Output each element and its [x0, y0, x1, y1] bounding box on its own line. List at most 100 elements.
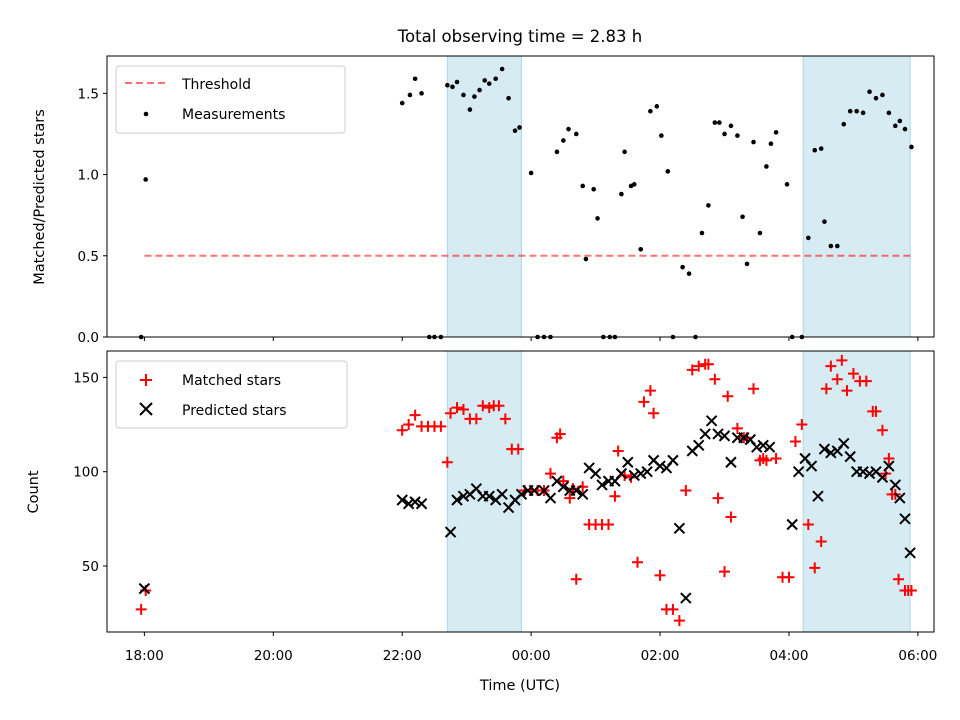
matched-star-marker [654, 569, 666, 581]
measurement-point [659, 133, 664, 138]
measurement-point [686, 271, 692, 276]
predicted-star-marker [844, 450, 856, 463]
matched-star-marker [457, 403, 469, 415]
predicted-star-marker [805, 460, 818, 472]
count-y-tick-label: 50 [82, 559, 99, 575]
measurement-point [412, 76, 418, 82]
count-panel-frame [106, 350, 935, 633]
matched-star-marker [825, 360, 837, 372]
matched-star-marker [451, 402, 463, 414]
predicted-star-marker [705, 415, 718, 427]
predicted-star-marker [409, 496, 421, 508]
predicted-star-marker [496, 488, 508, 501]
matched-star-marker [709, 373, 721, 385]
matched-star-marker [789, 436, 801, 448]
predicted-star-marker [402, 498, 415, 510]
matched-star-marker [648, 407, 660, 419]
chart-title: Total observing time = 2.83 h [397, 27, 642, 46]
measurement-point [860, 110, 866, 116]
matched-star-marker [631, 556, 643, 568]
predicted-star-marker [857, 465, 869, 478]
matched-star-marker [667, 603, 679, 615]
matched-star-marker [893, 573, 905, 585]
matched-star-marker [870, 405, 882, 417]
ratio-y-tick-label: 0.0 [78, 330, 99, 346]
measurement-point [595, 216, 600, 221]
predicted-star-marker [483, 490, 495, 502]
matched-star-marker [731, 422, 743, 434]
predicted-star-marker [904, 547, 916, 559]
measurement-point [445, 82, 450, 88]
x-tick-label: 22:00 [383, 648, 422, 664]
matched-star-marker [602, 519, 614, 531]
shaded-span [802, 350, 911, 633]
matched-star-marker [802, 519, 814, 531]
measurement-point [619, 191, 624, 197]
legend-measurements-label: Measurements [182, 107, 285, 123]
measurement-point [902, 126, 908, 132]
predicted-star-marker [838, 437, 850, 450]
matched-star-marker [693, 360, 705, 372]
ratio-panel: 0.0 0.5 1.0 1.5 Matched/Predicted stars Thr… [32, 55, 935, 346]
count-legend-box [115, 360, 348, 429]
predicted-star-markers [138, 415, 916, 604]
predicted-star-marker [757, 439, 769, 452]
measurement-point [873, 95, 879, 101]
measurement-point [648, 108, 653, 114]
measurement-point [461, 92, 466, 98]
legend-matched-label: Matched stars [182, 373, 281, 389]
shaded-span [446, 55, 522, 338]
measurement-point [680, 264, 685, 270]
measurement-point [477, 87, 482, 93]
measurement-point [812, 147, 818, 153]
matched-star-marker [609, 490, 621, 502]
x-tick-label: 20:00 [254, 648, 293, 664]
predicted-star-marker [622, 456, 634, 468]
shaded-span [802, 55, 911, 338]
predicted-star-marker [444, 526, 457, 538]
measurement-point [665, 169, 671, 174]
measurement-point [638, 246, 644, 252]
measurement-point [591, 186, 596, 192]
ratio-legend: Threshold Measurements [115, 65, 346, 134]
ratio-y-tick-label: 1.5 [78, 86, 99, 102]
measurement-point [835, 243, 840, 249]
measurement-point [886, 110, 892, 116]
matched-star-marker [403, 419, 415, 431]
matched-star-marker [796, 419, 808, 431]
count-legend: Matched stars Predicted stars [115, 360, 348, 429]
matched-star-marker [135, 603, 147, 615]
predicted-star-marker [628, 469, 640, 482]
x-tick-label: 06:00 [898, 648, 937, 664]
matched-star-marker [435, 420, 447, 432]
measurement-point [482, 78, 488, 83]
measurement-point [583, 256, 589, 262]
predicted-star-marker [899, 513, 911, 525]
measurement-point [419, 91, 424, 96]
predicted-star-marker [786, 518, 798, 531]
predicted-star-marker [667, 454, 679, 467]
matched-star-markers [135, 354, 917, 627]
ratio-x-ticks [143, 337, 919, 341]
measurement-point [854, 108, 859, 114]
matched-star-marker [680, 485, 692, 497]
predicted-star-marker [738, 432, 750, 444]
matched-star-marker [847, 368, 859, 380]
matched-star-marker [883, 452, 895, 464]
predicted-star-marker [693, 439, 705, 452]
count-y-tick-label: 150 [73, 370, 99, 386]
measurement-point [399, 100, 405, 106]
measurement-point [880, 92, 885, 98]
matched-star-marker [512, 443, 524, 455]
predicted-star-marker [792, 465, 805, 478]
matched-star-marker [905, 585, 917, 597]
measurement-point [897, 118, 903, 124]
x-tick-label: 04:00 [770, 648, 809, 664]
measurement-point [699, 230, 705, 236]
count-x-ticks: 18:00 20:00 22:00 00:00 02:00 04:00 06:00 [125, 632, 937, 664]
measurement-point [784, 182, 790, 187]
ratio-panel-frame [106, 55, 935, 338]
measurement-point [847, 108, 853, 114]
predicted-star-marker [889, 479, 902, 491]
